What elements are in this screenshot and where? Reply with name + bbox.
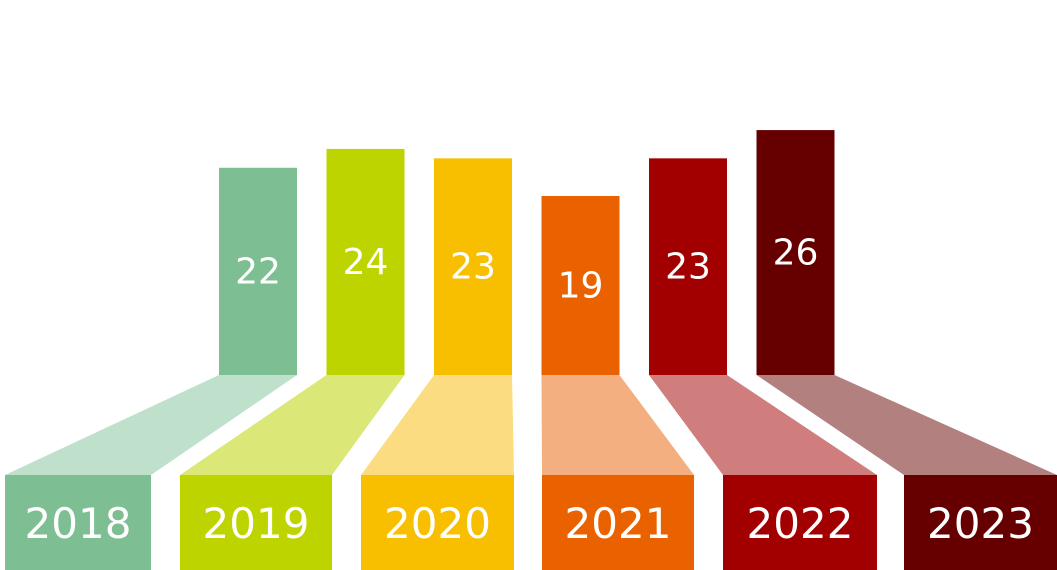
year-block-2018 (5, 475, 151, 570)
bar-fan-2022 (649, 375, 877, 475)
year-label-2018: 2018 (25, 499, 132, 548)
year-label-2019: 2019 (203, 499, 310, 548)
bar-2019 (326, 148, 405, 375)
bar-value-label-2018: 22 (235, 251, 281, 292)
bar-value-label-2023: 26 (773, 233, 819, 274)
bar-2022 (649, 158, 727, 375)
bar-2018 (219, 167, 297, 375)
year-label-2022: 2022 (747, 499, 854, 548)
year-label-2020: 2020 (384, 499, 491, 548)
bar-fan-2021 (541, 375, 694, 475)
year-label-2023: 2023 (927, 499, 1034, 548)
year-label-2021: 2021 (565, 499, 672, 548)
year-block-2019 (180, 475, 332, 570)
bar-2021 (541, 196, 620, 375)
year-block-2023 (904, 475, 1057, 570)
bar-value-label-2022: 23 (665, 247, 711, 288)
year-block-2021 (542, 475, 694, 570)
bar-2023 (756, 130, 835, 375)
bar-value-label-2019: 24 (343, 242, 389, 283)
bar-fan-2023 (756, 375, 1057, 475)
bar-fan-2019 (180, 375, 405, 475)
bar-value-label-2020: 23 (450, 247, 496, 288)
bar-2020 (434, 158, 512, 375)
bar-fan-2020 (361, 375, 514, 475)
year-block-2022 (723, 475, 877, 570)
bar-value-label-2021: 19 (558, 266, 604, 307)
bar-fan-2018 (5, 375, 297, 475)
year-block-2020 (361, 475, 514, 570)
